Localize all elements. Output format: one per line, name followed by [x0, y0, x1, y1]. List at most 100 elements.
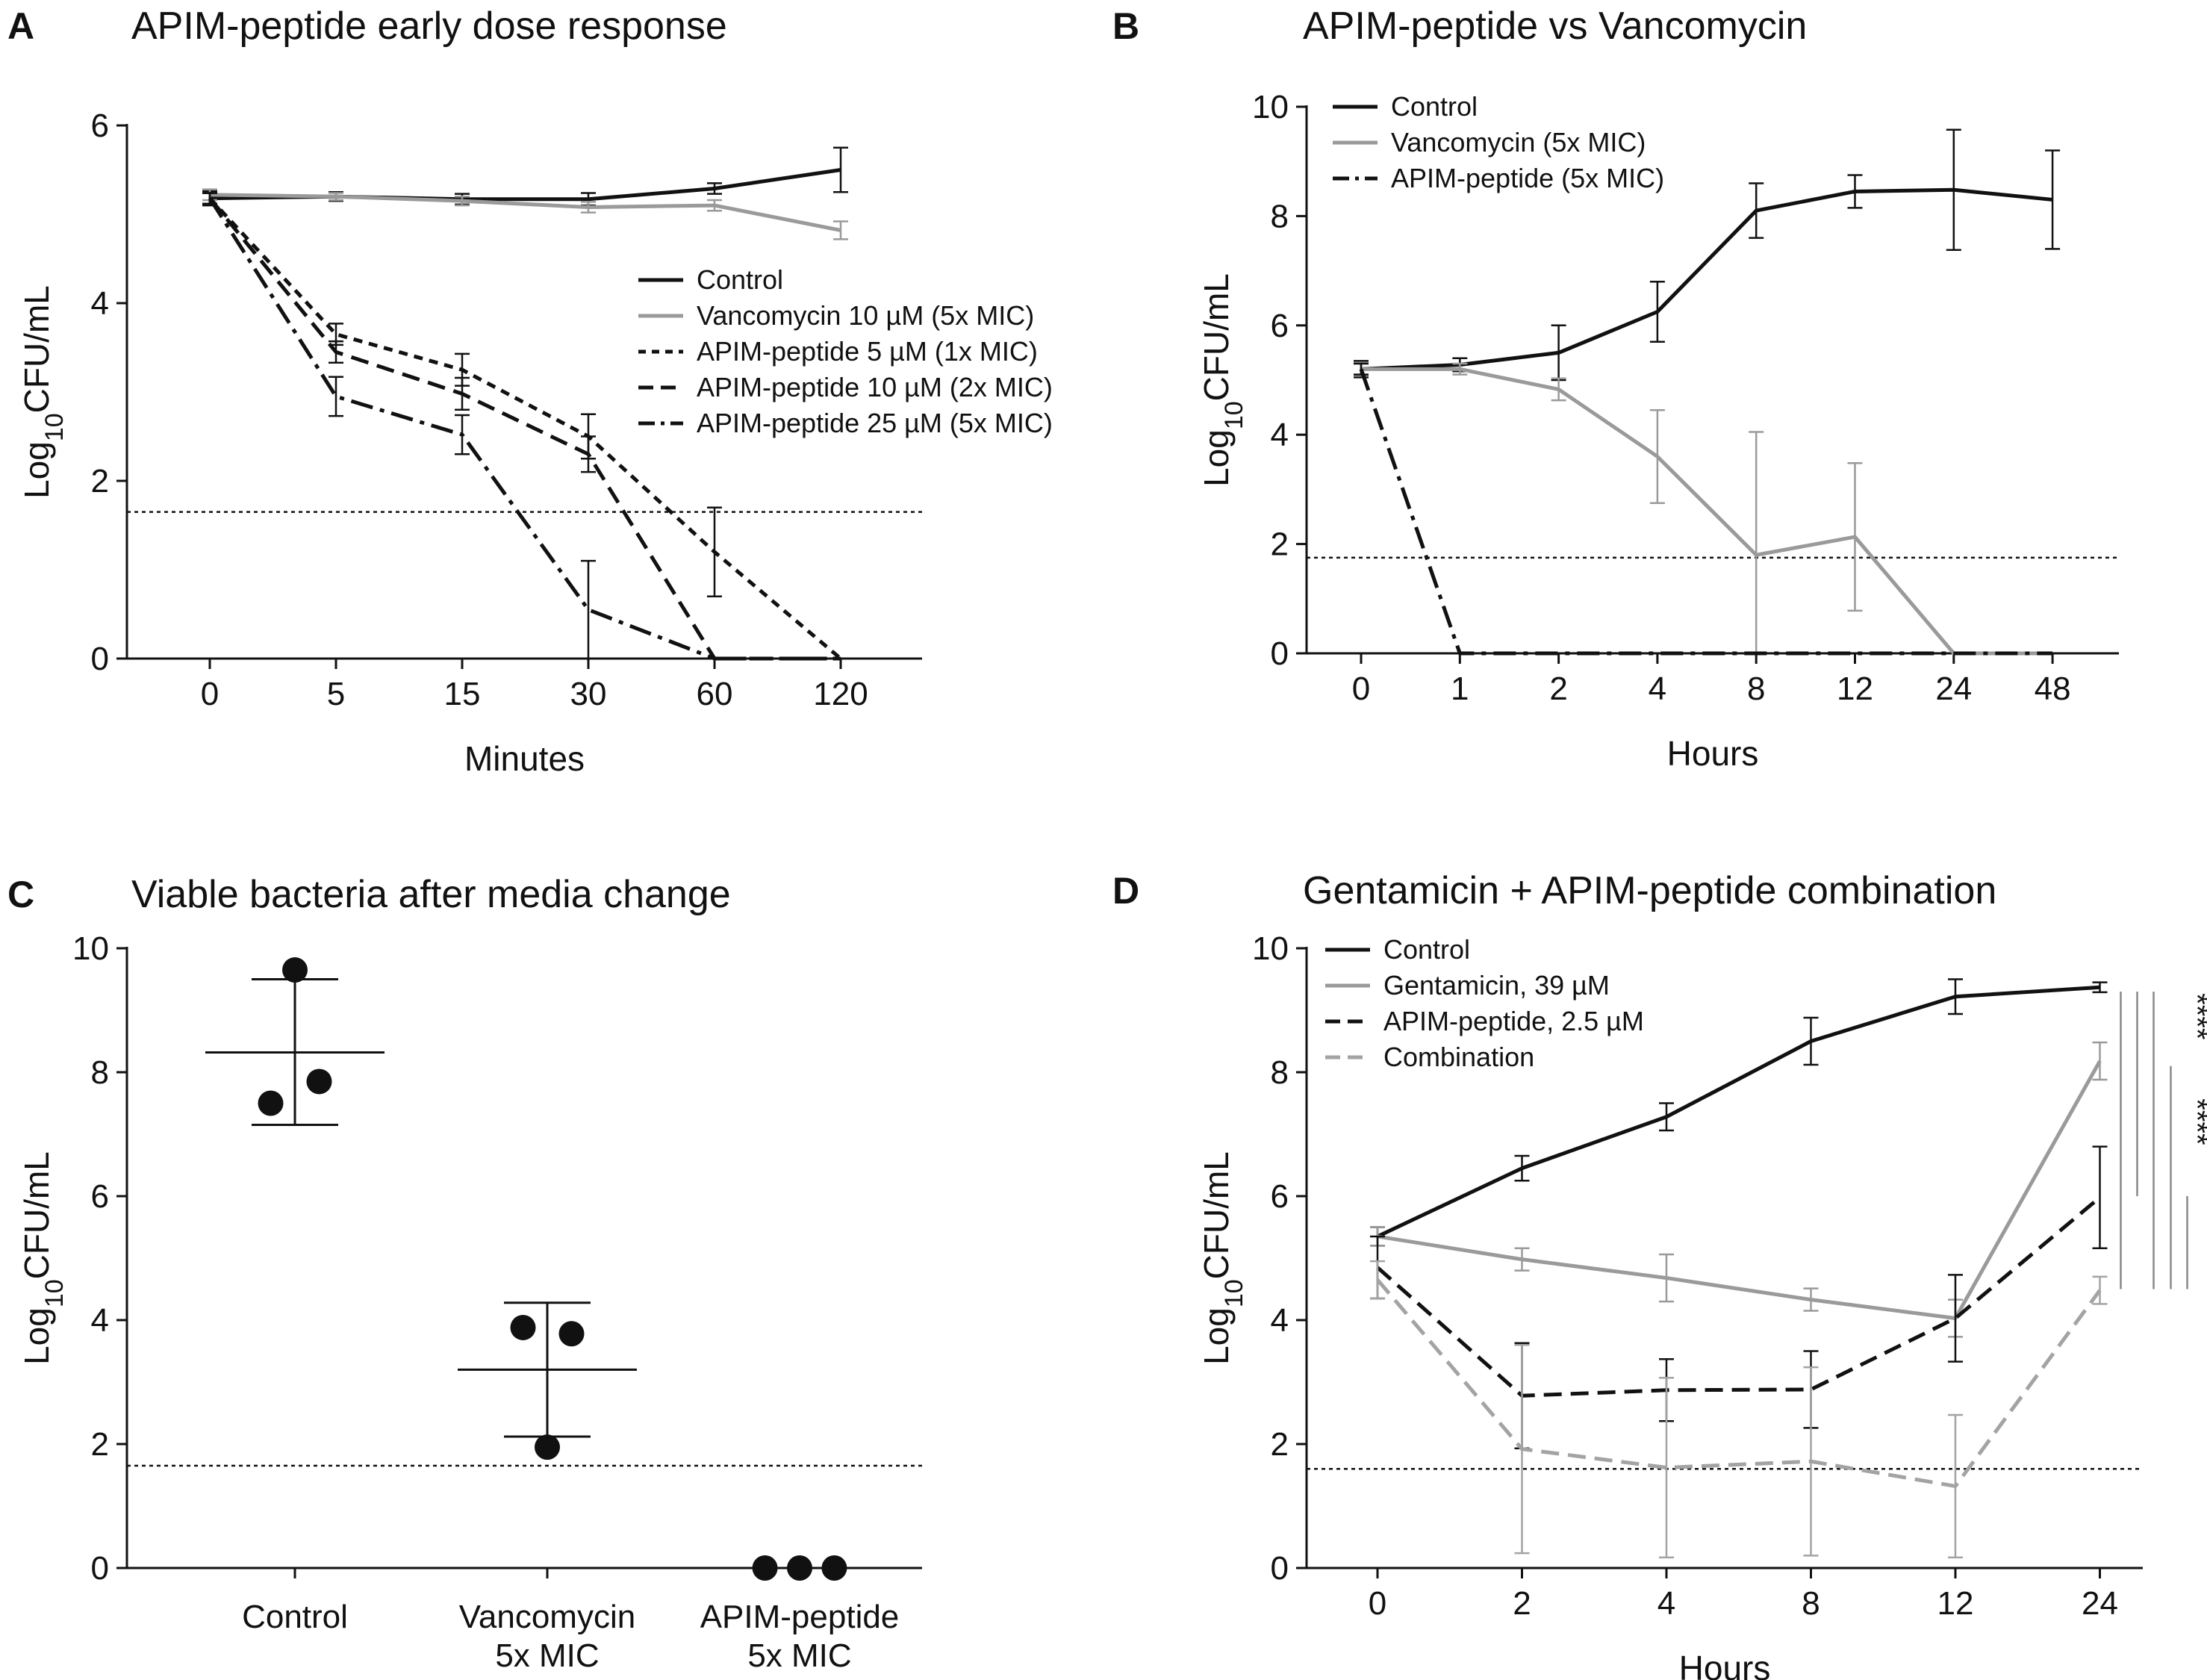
panel-letter-a: A [7, 5, 34, 47]
x-tick-label-c: 5x MIC [747, 1637, 851, 1674]
panel-letter-d: D [1112, 870, 1139, 912]
x-tick-label-b: 8 [1747, 671, 1765, 707]
data-point-c-2-2 [821, 1555, 847, 1581]
y-tick-label-b: 0 [1271, 635, 1289, 672]
x-tick-label-a: 30 [570, 676, 607, 712]
y-tick-label-b: 8 [1271, 198, 1289, 234]
series-line-b-0 [1360, 187, 2053, 371]
significance-label-2: * [2197, 1215, 2207, 1227]
y-tick-label-a: 6 [91, 108, 109, 144]
y-tick-label-a: 4 [91, 285, 109, 322]
y-tick-label-d: 0 [1271, 1550, 1289, 1587]
data-point-c-0-2 [306, 1068, 332, 1095]
significance-label-1: **** [2181, 1098, 2207, 1145]
series-line-d-1 [1377, 1060, 2102, 1321]
x-tick-label-b: 24 [1935, 671, 1972, 707]
y-tick-label-a: 0 [91, 641, 109, 677]
legend-label-d-2: APIM-peptide, 2.5 µM [1383, 1006, 1644, 1036]
series-line-b-2 [1359, 368, 2053, 656]
y-axis-label-b: Log10CFU/mL [1197, 273, 1248, 487]
x-tick-label-d: 12 [1937, 1585, 1974, 1622]
x-tick-label-d: 2 [1513, 1585, 1531, 1622]
legend-label-a-1: Vancomycin 10 µM (5x MIC) [697, 300, 1034, 331]
y-tick-label-b: 10 [1252, 89, 1289, 125]
legend-label-d-3: Combination [1383, 1042, 1534, 1072]
x-tick-label-b: 4 [1649, 671, 1666, 707]
x-tick-label-b: 12 [1837, 671, 1873, 707]
y-axis-label-c: Log10CFU/mL [17, 1151, 69, 1365]
series-line-d-2 [1376, 1195, 2102, 1398]
y-axis-label-d: Log10CFU/mL [1197, 1151, 1248, 1365]
y-tick-label-d: 4 [1271, 1302, 1289, 1339]
x-tick-label-a: 5 [327, 676, 345, 712]
data-point-c-1-2 [558, 1321, 585, 1347]
panel-a: A APIM-peptide early dose response 0 2 4 6 L… [7, 4, 1053, 778]
legend-label-b-0: Control [1391, 91, 1478, 122]
series-line-a-4 [208, 197, 841, 661]
legend-label-b-2: APIM-peptide (5x MIC) [1391, 163, 1664, 193]
panel-d: D Gentamicin + APIM-peptide combination … [1112, 869, 2207, 1680]
x-tick-label-a: 60 [697, 676, 733, 712]
x-tick-label-d: 0 [1369, 1585, 1386, 1622]
legend-label-a-4: APIM-peptide 25 µM (5x MIC) [697, 408, 1053, 438]
panel-c: C Viable bacteria after media change 0 2 4… [7, 873, 922, 1674]
data-point-c-2-1 [787, 1555, 812, 1581]
x-axis-label-d: Hours [1679, 1649, 1771, 1680]
x-tick-label-d: 4 [1657, 1585, 1675, 1622]
data-point-c-0-0 [258, 1090, 284, 1116]
x-tick-label-b: 48 [2035, 671, 2071, 707]
x-axis-label-b: Hours [1667, 734, 1759, 773]
series-line-a-3 [208, 196, 841, 661]
x-tick-label-b: 2 [1549, 671, 1567, 707]
series-line-d-0 [1376, 985, 2100, 1239]
y-tick-label-c: 6 [91, 1178, 109, 1215]
y-tick-label-b: 2 [1271, 526, 1289, 563]
data-point-c-1-0 [510, 1314, 536, 1340]
significance-label-0: **** [2181, 993, 2207, 1039]
x-tick-label-c: APIM-peptide [700, 1599, 900, 1635]
y-tick-label-c: 2 [91, 1426, 109, 1463]
series-line-a-1 [209, 193, 841, 232]
x-tick-label-c: Control [242, 1599, 348, 1635]
x-tick-label-c: 5x MIC [495, 1637, 599, 1674]
panel-b: B APIM-peptide vs Vancomycin 0246810Log1… [1112, 4, 2119, 773]
y-tick-label-c: 8 [91, 1054, 109, 1091]
x-tick-label-c: Vancomycin [459, 1599, 635, 1635]
panel-title-c: Viable bacteria after media change [131, 873, 731, 916]
y-tick-label-c: 0 [91, 1550, 109, 1587]
y-tick-label-d: 8 [1271, 1054, 1289, 1091]
panel-letter-b: B [1112, 5, 1139, 47]
x-tick-label-d: 8 [1802, 1585, 1820, 1622]
series-line-b-1 [1361, 367, 2053, 656]
x-tick-label-d: 24 [2082, 1585, 2118, 1622]
data-point-c-2-0 [752, 1555, 778, 1581]
y-tick-label-d: 6 [1271, 1178, 1289, 1215]
legend-label-b-1: Vancomycin (5x MIC) [1391, 127, 1646, 158]
panel-title-b: APIM-peptide vs Vancomycin [1303, 4, 1807, 48]
data-point-c-0-1 [282, 957, 308, 983]
x-tick-label-b: 0 [1352, 671, 1370, 707]
y-axis-label-a: Log10CFU/mL [17, 285, 69, 499]
y-tick-label-d: 10 [1252, 930, 1289, 967]
y-tick-label-c: 10 [72, 930, 109, 967]
y-tick-label-d: 2 [1271, 1426, 1289, 1463]
x-tick-label-b: 1 [1451, 671, 1469, 707]
y-tick-label-b: 6 [1271, 308, 1289, 344]
series-line-d-3 [1376, 1278, 2102, 1488]
legend-label-a-3: APIM-peptide 10 µM (2x MIC) [697, 372, 1053, 402]
x-tick-label-a: 15 [444, 676, 481, 712]
x-tick-label-a: 0 [201, 676, 219, 712]
panel-title-d: Gentamicin + APIM-peptide combination [1303, 869, 1996, 912]
y-tick-label-c: 4 [91, 1302, 109, 1339]
panel-title-a: APIM-peptide early dose response [131, 4, 727, 48]
legend-label-d-0: Control [1383, 934, 1470, 965]
x-tick-label-a: 120 [813, 676, 868, 712]
data-point-c-1-1 [535, 1434, 560, 1460]
legend-label-a-0: Control [697, 264, 783, 295]
plot-a: 0 2 4 6 Log10CFU/mL 0 5 15 30 60 120 Minutes Control… [17, 108, 1053, 778]
x-axis-label-a: Minutes [464, 739, 585, 778]
